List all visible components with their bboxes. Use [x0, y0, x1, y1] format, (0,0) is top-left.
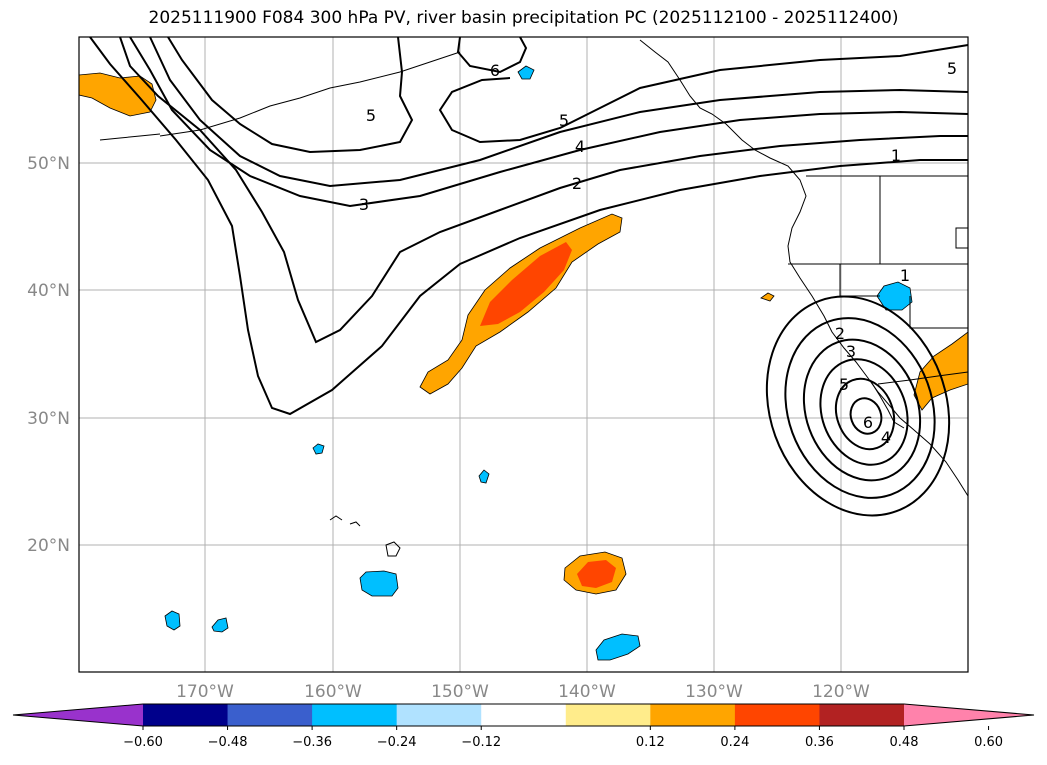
contour-label: 5 [947, 59, 957, 78]
colorbar-tick-label: −0.48 [208, 735, 248, 750]
pv-cutoff-ring-6 [849, 397, 883, 435]
hawaii-islands-2 [349, 521, 361, 527]
colorbar-segment [396, 704, 482, 726]
contour-label: 6 [490, 61, 500, 80]
lon-label-140w: 140°W [558, 682, 616, 702]
contour-label: 2 [572, 174, 582, 193]
lat-label-40n: 40°N [27, 281, 70, 301]
pv-contour-5-north [438, 44, 969, 144]
colorbar-segment [312, 704, 398, 726]
lat-label-30n: 30°N [27, 409, 70, 429]
pv-contour-6 [456, 36, 528, 74]
colorbar: −0.60 −0.48 −0.36 −0.24 −0.12 0.12 0.24 0.36 0.4… [12, 703, 1035, 750]
colorbar-segment [227, 704, 313, 726]
colorbar-tick-label: 0.48 [890, 735, 919, 750]
negative-anomaly-spot-2 [478, 469, 490, 484]
pv-cutoff-ring-4 [819, 358, 909, 466]
negative-anomaly-spot-4 [211, 617, 229, 633]
pv-cutoff-ring-3 [802, 338, 922, 482]
negative-anomaly-spot-3 [164, 610, 181, 631]
contour-label: 3 [359, 195, 369, 214]
colorbar-extend-min [13, 704, 143, 726]
hawaii-islands [329, 515, 343, 521]
strong-positive-anomaly-tropics [577, 560, 616, 588]
hawaii-big-island [385, 541, 401, 557]
map-title: 2025111900 F084 300 hPa PV, river basin … [148, 8, 899, 28]
aleutians-west [99, 133, 161, 141]
negative-anomaly-south [595, 633, 641, 661]
us-mexico-border [877, 371, 969, 385]
colorbar-segment [734, 704, 820, 726]
colorbar-segment [819, 704, 905, 726]
negative-anomaly-spot-1 [312, 443, 325, 455]
north-america-coast [639, 39, 969, 497]
pv-cutoff-ring-1 [765, 295, 951, 517]
colorbar-segment [650, 704, 736, 726]
pv-contour-1 [89, 36, 968, 416]
contour-label: 3 [846, 342, 856, 361]
contour-label: 5 [366, 106, 376, 125]
colorbar-tick-label: −0.12 [461, 735, 501, 750]
colorbar-segment [565, 704, 651, 726]
contour-label: 5 [559, 111, 569, 130]
colorbar-segment [481, 704, 567, 726]
lon-label-170w: 170°W [176, 682, 234, 702]
strong-positive-anomaly-band [480, 242, 572, 326]
aleutian-chain [159, 51, 461, 137]
negative-anomaly-hawaii [359, 570, 399, 597]
longitude-labels: 170°W 160°W 150°W 140°W 130°W 120°W [176, 682, 870, 702]
baja-coast [869, 379, 905, 429]
pv-contour-2 [119, 36, 968, 344]
contour-label: 4 [881, 428, 891, 447]
negative-anomaly-north [517, 65, 535, 80]
colorbar-tick-label: −0.36 [292, 735, 332, 750]
colorbar-tick-label: 0.12 [636, 735, 665, 750]
colorbar-tick-label: −0.24 [377, 735, 417, 750]
pv-contour-4 [149, 36, 969, 188]
positive-anomaly-small [760, 292, 775, 302]
contour-label: 4 [575, 137, 585, 156]
pv-cutoff-ring-2 [784, 317, 936, 499]
pv-cutoff-ring-5 [834, 377, 896, 451]
contour-label: 2 [835, 324, 845, 343]
lat-label-50n: 50°N [27, 154, 70, 174]
contour-label: 5 [839, 375, 849, 394]
colorbar-tick-label: 0.36 [805, 735, 834, 750]
contour-label: 6 [863, 413, 873, 432]
coastlines [99, 39, 969, 557]
latitude-labels: 50°N 40°N 30°N 20°N [27, 154, 70, 556]
lon-label-120w: 120°W [812, 682, 870, 702]
pv-contour-3 [129, 36, 969, 208]
colorbar-tick-label: −0.60 [123, 735, 163, 750]
lon-label-150w: 150°W [431, 682, 489, 702]
lon-label-130w: 130°W [685, 682, 743, 702]
contour-label: 1 [900, 266, 910, 285]
colorbar-tick-label: 0.24 [720, 735, 749, 750]
colorbar-tick-label: 0.60 [974, 735, 1003, 750]
pv-contour-5-west [167, 36, 414, 154]
contour-label: 1 [891, 146, 901, 165]
colorbar-segment [143, 704, 229, 726]
colorbar-extend-max [904, 704, 1034, 726]
lon-label-160w: 160°W [304, 682, 362, 702]
positive-anomaly-west [78, 72, 157, 117]
map-frame [78, 36, 969, 673]
lat-label-20n: 20°N [27, 536, 70, 556]
precipitation-shading [78, 65, 969, 661]
pv-contour-labels: 6 5 5 5 4 3 2 1 1 2 3 5 6 4 [359, 59, 957, 447]
pv-contours [89, 36, 969, 517]
